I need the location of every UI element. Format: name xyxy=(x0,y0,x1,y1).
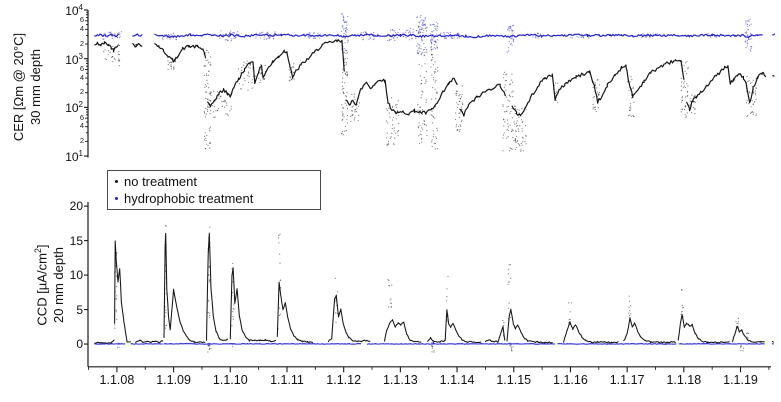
ccd-series-no-treatment xyxy=(94,339,115,344)
x-tick-label: 1.1.12 xyxy=(326,373,362,387)
x-tick-label: 1.1.15 xyxy=(496,373,532,387)
x-tick-label: 1.1.18 xyxy=(666,373,702,387)
cer-series-no-treatment xyxy=(132,42,143,48)
cer-series-no-treatment xyxy=(686,65,767,112)
cer-y-tick-label: 104 xyxy=(65,3,83,18)
ylabel-superscript: 2 xyxy=(33,248,43,254)
no-treatment-marker-icon xyxy=(115,180,118,183)
cer-series-no-treatment xyxy=(154,43,206,63)
cer-y-axis-title: CER [Ωm @ 20°C] 30 mm depth xyxy=(10,11,44,163)
cer-series-no-treatment xyxy=(94,41,119,53)
ccd-series-no-treatment xyxy=(506,308,553,344)
ccd-series-no-treatment xyxy=(427,309,482,344)
ccd-series-no-treatment xyxy=(229,267,277,343)
ccd-series-no-treatment xyxy=(205,232,229,341)
ccd-series-hydrophobic-treatment xyxy=(163,343,362,345)
ccd-y-axis-title-line1: CCD [µA/cm2] xyxy=(30,218,50,352)
ccd-series-hydrophobic-treatment xyxy=(94,343,126,345)
ccd-series-hydrophobic-treatment xyxy=(130,343,163,345)
cer-series-no-treatment xyxy=(345,77,458,116)
x-tick-label: 1.1.19 xyxy=(723,373,758,387)
cer-y-minor-tick-label: 2 xyxy=(79,135,84,145)
ccd-series-hydrophobic-treatment xyxy=(366,343,556,345)
ccd-series-hydrophobic-treatment xyxy=(557,343,677,345)
cer-y-minor-tick-label: 6 xyxy=(79,112,84,122)
ccd-series-no-treatment xyxy=(163,232,206,344)
ccd-series-no-treatment xyxy=(563,321,619,344)
hydrophobic-treatment-marker-icon xyxy=(115,197,118,200)
cer-y-axis-title-line1: CER [Ωm @ 20°C] xyxy=(11,32,26,142)
cer-y-tick-label: 103 xyxy=(65,51,83,67)
cer-y-minor-tick-label: 4 xyxy=(79,72,84,82)
cer-y-minor-tick-label: 6 xyxy=(79,63,84,73)
cer-y-tick-label: 102 xyxy=(65,100,83,116)
cer-series-no-treatment xyxy=(459,83,506,117)
ccd-series-no-treatment xyxy=(732,325,765,343)
ccd-series-no-treatment xyxy=(135,339,164,344)
ccd-y-tick-label: 5 xyxy=(76,302,83,317)
cer-series-hydrophobic-treatment xyxy=(132,33,143,37)
cer-series-hydrophobic-treatment xyxy=(94,33,119,38)
ccd-series-no-treatment xyxy=(383,319,422,343)
cer-series-hydrophobic-treatment xyxy=(154,33,763,39)
ccd-y-tick-label: 0 xyxy=(76,337,83,352)
ccd-series-no-treatment xyxy=(484,325,506,344)
legend-item-hydrophobic-treatment: hydrophobic treatment xyxy=(115,190,313,207)
cer-y-tick-label: 101 xyxy=(65,149,83,164)
cer-y-minor-tick-label: 6 xyxy=(79,15,84,25)
ylabel-text: ] xyxy=(34,244,50,249)
cer-y-minor-tick-label: 4 xyxy=(79,121,84,131)
cer-series-hydrophobic-treatment xyxy=(772,33,776,36)
legend: no treatment hydrophobic treatment xyxy=(107,170,321,210)
ccd-y-tick-label: 15 xyxy=(69,233,83,248)
cer-y-minor-tick-label: 4 xyxy=(79,23,84,33)
ccd-y-tick-label: 20 xyxy=(69,199,83,214)
cer-series-no-treatment xyxy=(207,39,345,108)
ccd-series-hydrophobic-treatment xyxy=(678,343,765,345)
x-tick-label: 1.1.10 xyxy=(212,373,248,387)
x-tick-label: 1.1.09 xyxy=(156,373,191,387)
x-tick-label: 1.1.14 xyxy=(439,373,475,387)
ccd-series-no-treatment xyxy=(276,281,314,344)
legend-label-hydrophobic-treatment: hydrophobic treatment xyxy=(124,191,254,206)
cer-y-axis-title-line2: 30 mm depth xyxy=(28,49,43,125)
ylabel-text: CCD [µA/cm xyxy=(34,253,50,326)
ccd-series-no-treatment xyxy=(771,340,774,343)
x-tick-label: 1.1.16 xyxy=(553,373,588,387)
ccd-series-no-treatment xyxy=(327,294,371,343)
ccd-series-no-treatment xyxy=(677,313,730,344)
x-tick-label: 1.1.13 xyxy=(382,373,418,387)
legend-item-no-treatment: no treatment xyxy=(115,173,313,190)
x-tick-label: 1.1.11 xyxy=(270,373,304,387)
cer-y-minor-tick-label: 2 xyxy=(79,38,84,48)
legend-label-no-treatment: no treatment xyxy=(124,174,197,189)
ccd-series-no-treatment xyxy=(114,240,132,343)
x-tick-label: 1.1.17 xyxy=(609,373,645,387)
cer-y-minor-tick-label: 2 xyxy=(79,87,84,97)
ccd-series-no-treatment xyxy=(623,317,676,344)
cer-series-no-treatment xyxy=(511,59,685,117)
x-tick-label: 1.1.08 xyxy=(99,373,135,387)
ccd-y-tick-label: 10 xyxy=(69,268,83,283)
